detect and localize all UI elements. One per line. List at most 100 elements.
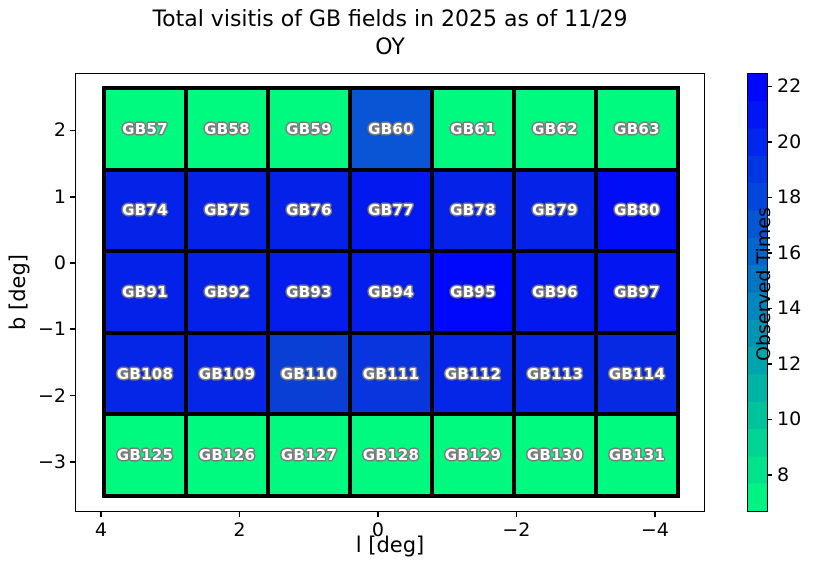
heatmap-cell: GB114: [598, 334, 676, 413]
y-tick-mark: [70, 195, 76, 198]
y-tick: 2: [54, 119, 76, 141]
y-tick: 1: [54, 186, 76, 208]
heatmap-cell-label: GB57: [122, 119, 168, 138]
colorbar-tick-label: 10: [777, 408, 802, 431]
x-tick: 2: [233, 511, 245, 541]
colorbar-tick: 8: [767, 464, 789, 486]
x-tick-mark: [238, 511, 241, 517]
heatmap-cell-label: GB93: [286, 282, 332, 301]
colorbar-tick-mark: [767, 474, 772, 476]
heatmap-cell: GB127: [270, 416, 348, 494]
heatmap-cell: GB97: [598, 253, 676, 331]
heatmap-cell-label: GB109: [198, 364, 256, 383]
heatmap-cell-label: GB125: [116, 446, 174, 465]
heatmap-cell: GB75: [188, 171, 266, 250]
colorbar-tick: 14: [767, 297, 801, 319]
colorbar-tick: 20: [767, 131, 801, 153]
heatmap-cell: GB110: [270, 334, 348, 413]
y-tick-mark: [70, 129, 76, 132]
x-tick-mark: [653, 511, 656, 517]
x-tick-label: 2: [233, 519, 246, 541]
colorbar-tick-label: 8: [777, 463, 790, 486]
colorbar-tick: 10: [767, 408, 801, 430]
heatmap-cell-label: GB128: [362, 446, 420, 465]
heatmap-cell-label: GB75: [204, 201, 250, 220]
heatmap-cell-label: GB130: [526, 446, 584, 465]
heatmap-cell: GB111: [352, 334, 430, 413]
heatmap-cell-label: GB110: [280, 364, 338, 383]
colorbar-tick-label: 18: [777, 186, 802, 209]
heatmap-cell-label: GB111: [362, 364, 420, 383]
chart-title-line1: Total visitis of GB fields in 2025 as of…: [152, 7, 628, 32]
colorbar: 8 10 12 14 16 18 20 22: [747, 73, 801, 512]
heatmap-cell-label: GB127: [280, 446, 338, 465]
colorbar-label: Observed Times: [753, 207, 775, 361]
y-axis-label: b [deg]: [6, 254, 30, 330]
heatmap-cell: GB59: [270, 90, 348, 168]
plot-area: GB57 GB58 GB59 GB60 GB61 GB62 GB63 GB74 GB75 GB76…: [38, 73, 705, 541]
heatmap-cell-label: GB60: [368, 119, 414, 138]
colorbar-tick: 12: [767, 353, 801, 375]
heatmap-cell: GB129: [434, 416, 512, 494]
y-tick-mark: [70, 394, 76, 397]
colorbar-tick-label: 22: [777, 75, 802, 98]
colorbar-tick-mark: [767, 196, 772, 199]
heatmap-cell: GB113: [516, 334, 594, 413]
x-tick: 0: [372, 511, 384, 541]
heatmap-cell-label: GB63: [614, 119, 660, 138]
colorbar-tick-label: 20: [777, 130, 802, 153]
heatmap-cell-label: GB97: [614, 282, 660, 301]
heatmap-cell: GB77: [352, 171, 430, 250]
heatmap-cell: GB63: [598, 90, 676, 168]
x-tick: 4: [95, 511, 107, 541]
heatmap-cell: GB80: [598, 171, 676, 250]
heatmap-cell-label: GB108: [116, 364, 174, 383]
heatmap-cell-label: GB92: [204, 282, 250, 301]
heatmap-cell-label: GB77: [368, 201, 414, 220]
heatmap-cell: GB108: [106, 334, 184, 413]
colorbar-tick-mark: [767, 141, 772, 143]
x-tick-mark: [377, 511, 379, 517]
colorbar-tick: 22: [767, 75, 801, 97]
heatmap-cell: GB74: [106, 171, 184, 250]
heatmap-cell: GB57: [106, 90, 184, 168]
heatmap-cell: GB79: [516, 171, 594, 250]
heatmap-cell: GB76: [270, 171, 348, 250]
y-tick: −3: [38, 451, 76, 473]
heatmap-cell: GB125: [106, 416, 184, 494]
colorbar-tick: 16: [767, 242, 801, 264]
colorbar-tick-mark: [767, 85, 772, 88]
chart-title-line2: OY: [375, 34, 405, 60]
heatmap-cell-label: GB96: [532, 282, 578, 301]
colorbar-tick-label: 16: [777, 241, 802, 264]
colorbar-tick-mark: [767, 252, 772, 254]
heatmap-cell: GB93: [270, 253, 348, 331]
colorbar-tick-label: 14: [777, 297, 802, 320]
heatmap-cell: GB109: [188, 334, 266, 413]
x-tick-label: 4: [94, 519, 107, 541]
heatmap-cell-label: GB112: [444, 364, 502, 383]
heatmap-cell-label: GB95: [450, 282, 496, 301]
heatmap-cell: GB78: [434, 171, 512, 250]
heatmap-cell-label: GB94: [368, 282, 414, 301]
heatmap-cell: GB94: [352, 253, 430, 331]
heatmap-cell: GB130: [516, 416, 594, 494]
heatmap-cell-label: GB59: [286, 119, 332, 138]
heatmap-cell: GB96: [516, 253, 594, 331]
heatmap-cell-label: GB61: [450, 119, 496, 138]
y-tick-mark: [70, 262, 76, 264]
x-tick: −2: [502, 511, 530, 541]
y-tick-label: 1: [53, 185, 66, 208]
heatmap-cell: GB112: [434, 334, 512, 413]
colorbar-tick-mark: [767, 418, 772, 421]
heatmap-cell-label: GB78: [450, 201, 496, 220]
x-tick-label: 0: [371, 519, 384, 541]
y-tick-label: 2: [53, 119, 66, 142]
heatmap-cell-label: GB79: [532, 201, 578, 220]
heatmap-cell: GB91: [106, 253, 184, 331]
y-tick-mark: [70, 328, 76, 331]
heatmap-cell: GB60: [352, 90, 430, 168]
colorbar-tick-mark: [767, 307, 772, 310]
heatmap-cell-label: GB80: [614, 201, 660, 220]
